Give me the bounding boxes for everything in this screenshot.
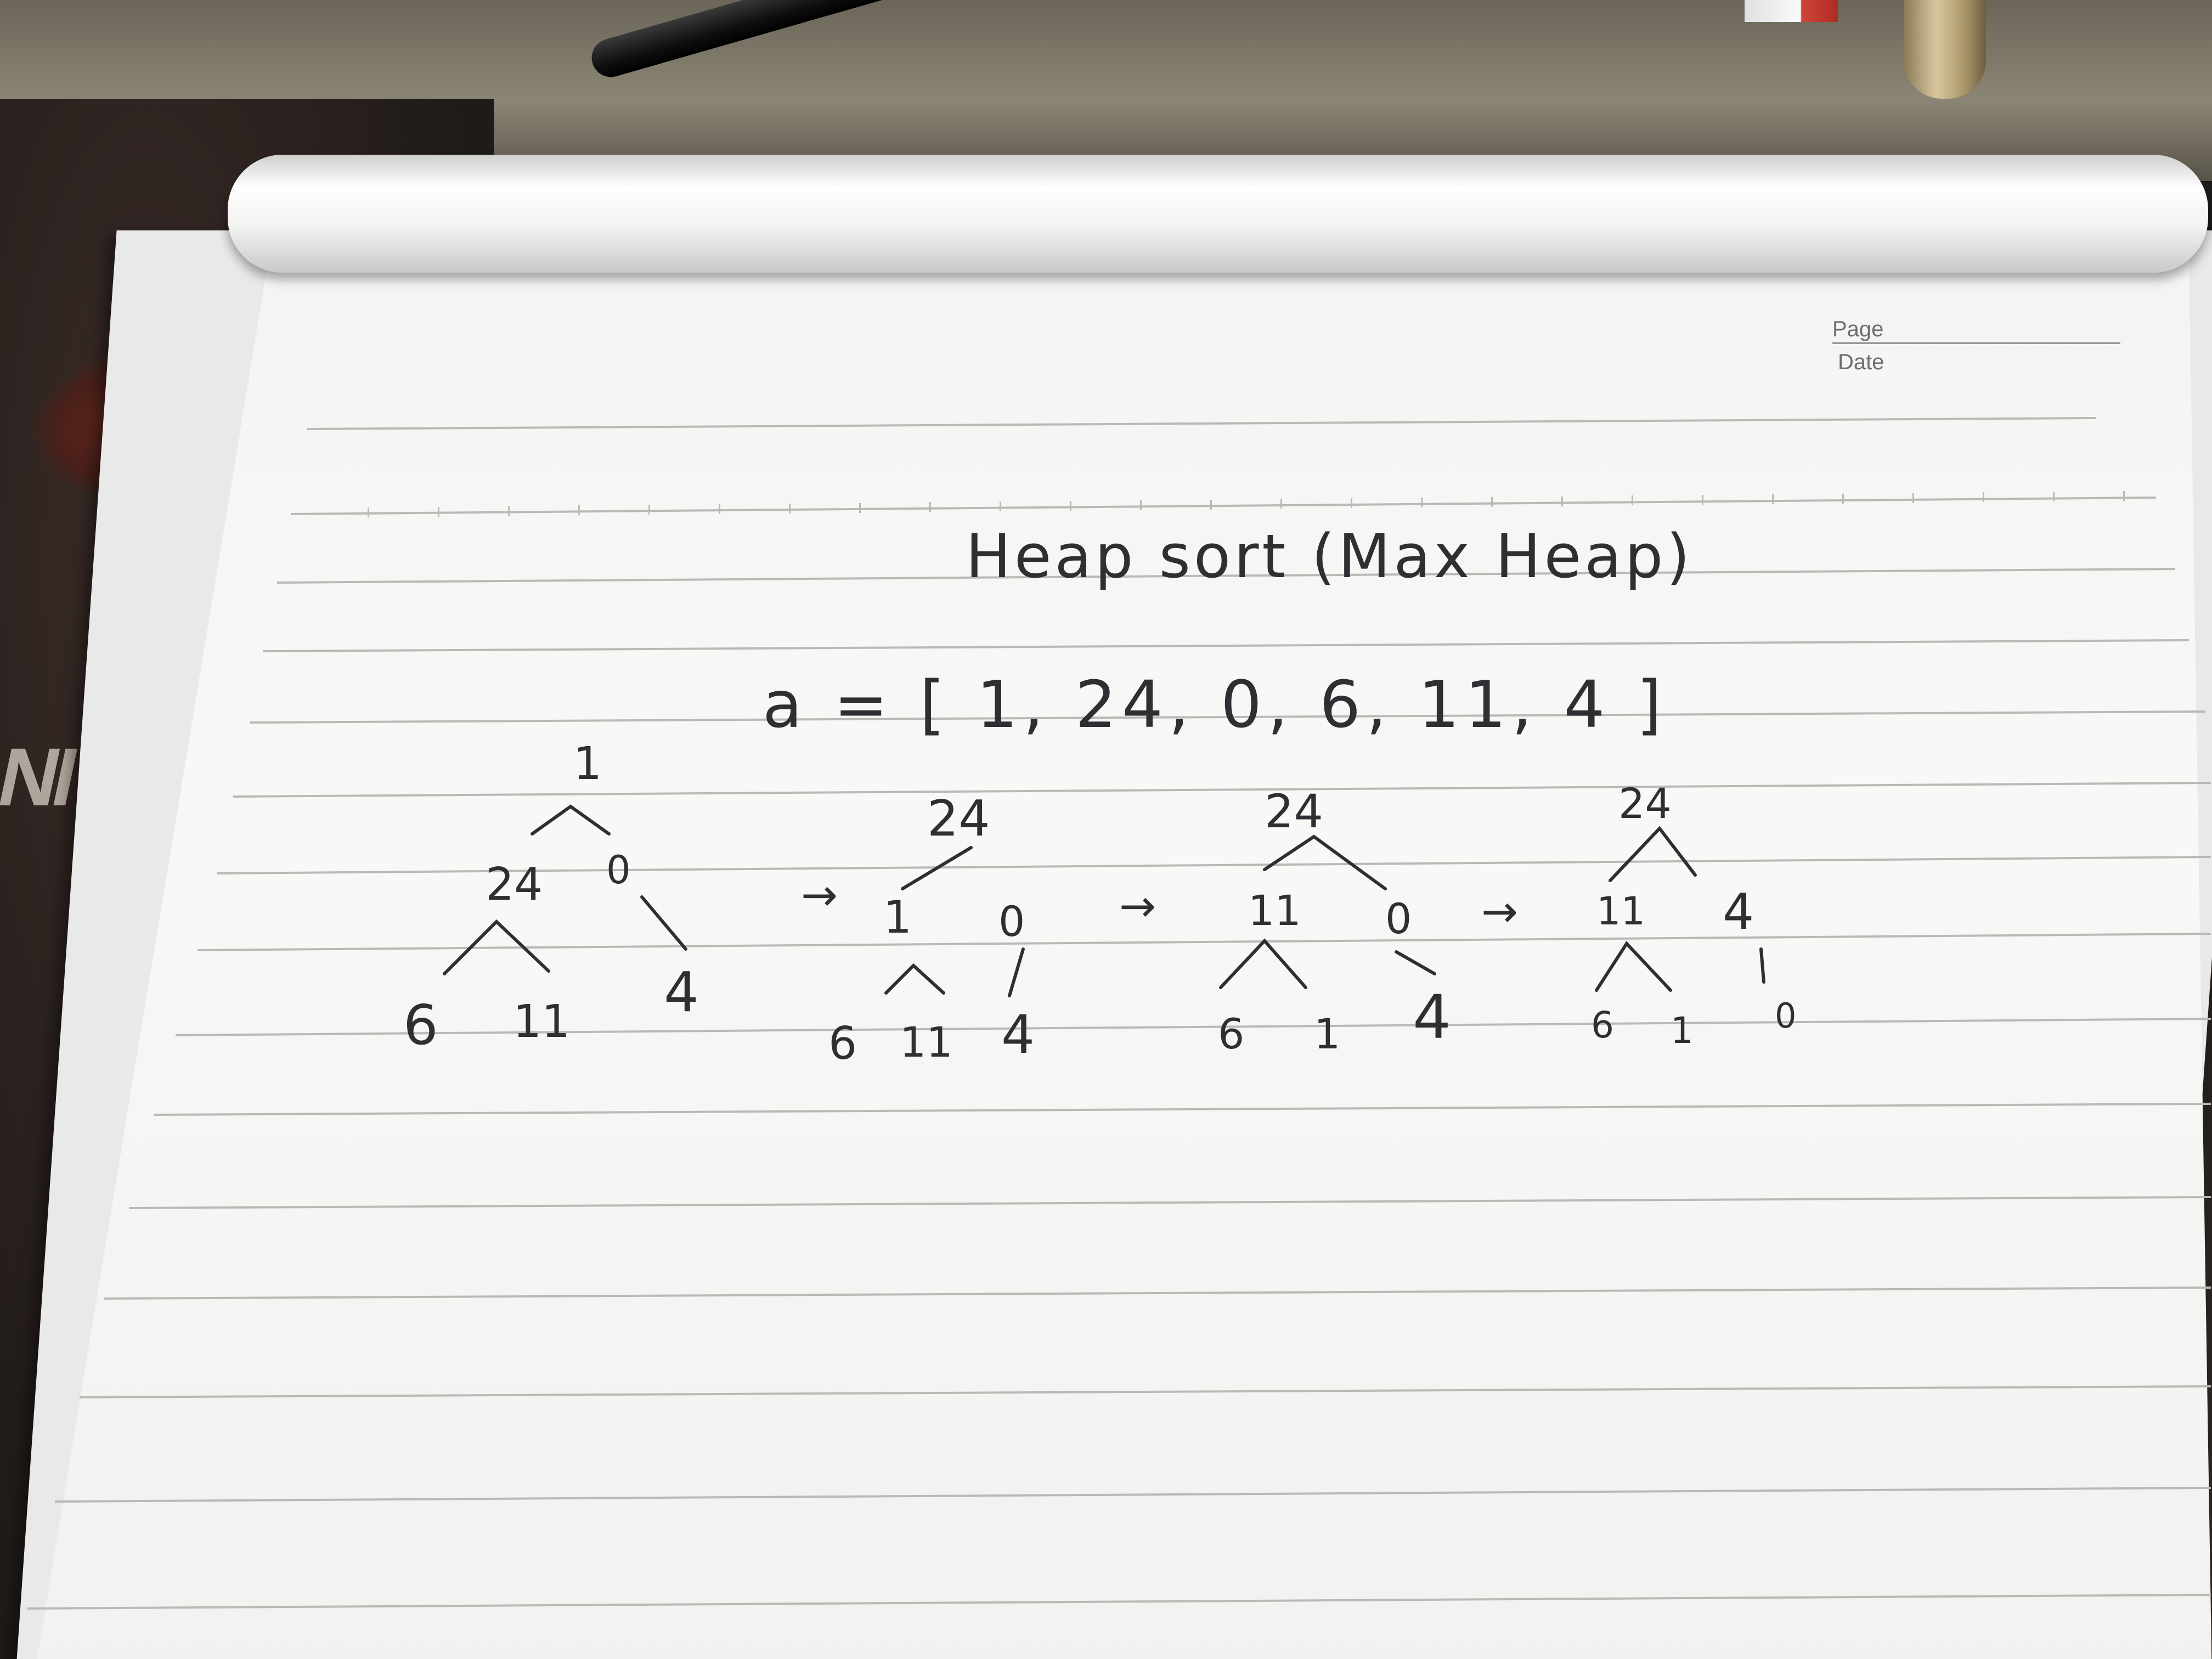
ruled-tick: [578, 505, 580, 516]
tree-2-lr: 11: [900, 1018, 953, 1066]
ruled-tick: [929, 502, 931, 512]
page-label: Page: [1832, 317, 1884, 341]
ruled-tick: [719, 504, 720, 514]
ruled-tick: [1140, 500, 1142, 510]
page-line: [1832, 342, 2120, 344]
tree-1-right: 0: [606, 848, 631, 893]
edge: [443, 919, 550, 975]
bottle-cap: [1745, 0, 1838, 22]
edge: [1263, 834, 1387, 890]
ruled-tick: [1842, 493, 1844, 504]
arrow-3: →: [1481, 886, 1519, 937]
ruled-tick: [1912, 493, 1914, 503]
ruled-tick: [1000, 501, 1001, 512]
tree-4-lr: 1: [1671, 1009, 1694, 1052]
tree-4-right: 4: [1723, 883, 1754, 941]
edge: [1395, 950, 1436, 975]
tree-4-rr: 0: [1775, 996, 1797, 1036]
arrow-2: →: [1119, 881, 1156, 932]
tree-3-right: 0: [1385, 894, 1412, 943]
ruled-tick: [1983, 492, 1984, 503]
tree-3-rr: 4: [1413, 982, 1451, 1052]
ruled-tick: [1491, 496, 1493, 507]
tree-1-left: 24: [486, 859, 543, 911]
ruled-tick: [2053, 492, 2055, 502]
tree-2-left: 1: [883, 891, 912, 944]
tree-1-root: 1: [573, 738, 602, 790]
tree-2-ll: 6: [828, 1018, 857, 1070]
tree-2-root: 24: [927, 790, 990, 848]
edge: [1595, 941, 1672, 992]
ruled-tick: [1351, 498, 1352, 509]
tree-3-left: 11: [1248, 886, 1301, 935]
ruled-tick: [2123, 491, 2125, 501]
tree-3-root: 24: [1265, 785, 1323, 838]
notepad-roll: [228, 155, 2208, 273]
edge: [1759, 947, 1765, 984]
tree-2-right: 0: [998, 897, 1025, 946]
ruled-tick: [1772, 494, 1774, 504]
edge: [1219, 938, 1307, 989]
ruled-tick: [1280, 499, 1282, 509]
ruled-tick: [438, 506, 439, 517]
title-heading: Heap sort (Max Heap): [966, 521, 1694, 591]
ruled-tick: [1070, 501, 1071, 511]
ruled-tick: [1632, 495, 1633, 506]
tree-4-root: 24: [1618, 779, 1672, 828]
edge: [1008, 947, 1025, 997]
tree-4-ll: 6: [1591, 1004, 1614, 1046]
tree-3-ll: 6: [1218, 1009, 1245, 1058]
ruled-tick: [1421, 498, 1423, 507]
ruled-tick: [1561, 496, 1563, 506]
ruled-tick: [508, 506, 510, 516]
edge: [640, 895, 687, 951]
tree-2-rr: 4: [1001, 1004, 1035, 1065]
edge: [901, 846, 973, 890]
array-definition: a = [ 1, 24, 0, 6, 11, 4 ]: [763, 667, 1667, 742]
brass-cylinder: [1904, 0, 1986, 99]
ruled-tick: [789, 503, 791, 514]
tree-1-ll: 6: [403, 993, 438, 1057]
tree-3-lr: 1: [1314, 1009, 1341, 1058]
tree-1-lr: 11: [513, 996, 571, 1048]
arrow-1: →: [801, 870, 838, 921]
tree-1-rr: 4: [664, 960, 699, 1024]
edge: [531, 804, 611, 836]
ruled-tick: [859, 503, 861, 513]
ruled-tick: [1702, 495, 1703, 505]
edge: [884, 963, 945, 995]
edge: [1609, 826, 1697, 882]
tree-4-left: 11: [1596, 889, 1646, 934]
date-label: Date: [1838, 350, 1884, 374]
notepad-page: [33, 258, 2212, 1659]
ruled-tick: [368, 507, 369, 517]
ruled-tick: [1210, 499, 1212, 510]
ruled-tick: [648, 505, 650, 515]
